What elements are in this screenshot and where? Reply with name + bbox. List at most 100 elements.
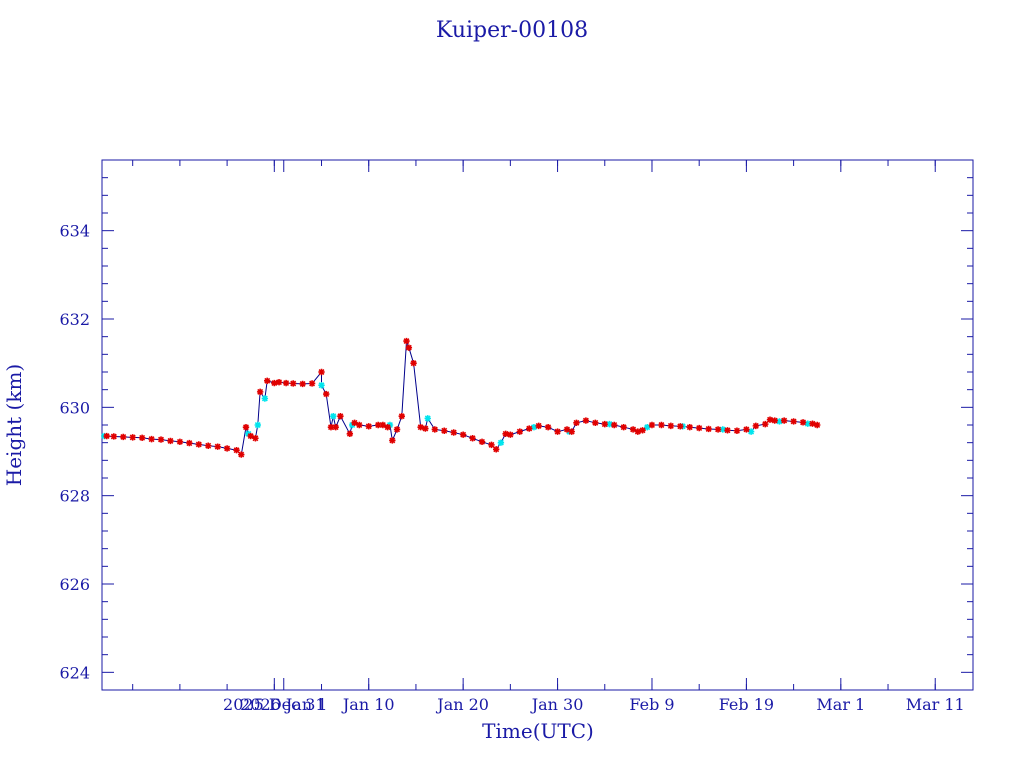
red-star-point [186, 439, 193, 447]
red-markers [103, 337, 821, 458]
x-tick-label: Mar 11 [906, 695, 965, 714]
red-star-point [677, 423, 684, 430]
red-star-point [110, 433, 118, 440]
red-star-point [247, 432, 254, 440]
cyan-star-point [497, 439, 505, 446]
red-star-point [535, 422, 542, 430]
red-star-point [441, 427, 448, 434]
cyan-star-point [261, 395, 269, 402]
red-star-point [469, 435, 476, 442]
red-star-point [351, 419, 358, 426]
red-star-point [393, 426, 401, 433]
red-star-point [695, 424, 703, 432]
red-star-point [417, 424, 424, 431]
red-star-point [157, 436, 165, 443]
red-star-point [762, 420, 769, 428]
red-star-point [120, 433, 127, 441]
x-tick-label: 2025 Dec 31 [223, 695, 326, 714]
red-star-point [129, 434, 136, 441]
red-star-point [256, 388, 264, 396]
red-star-point [195, 441, 202, 448]
red-star-point [814, 421, 821, 429]
red-star-point [492, 446, 500, 453]
red-star-point [299, 380, 306, 388]
red-star-point [379, 421, 387, 429]
y-tick-label: 626 [59, 575, 90, 594]
y-tick-label: 630 [59, 398, 90, 417]
red-star-point [620, 424, 627, 431]
x-axis-label: Time(UTC) [482, 719, 594, 743]
cyan-star-point [644, 424, 651, 431]
cyan-star-point [719, 426, 726, 433]
red-star-point [766, 416, 774, 423]
red-star-point [771, 417, 778, 424]
red-star-point [648, 421, 656, 429]
red-star-point [323, 390, 330, 398]
red-star-point [337, 412, 344, 420]
x-tick-label: Feb 19 [719, 695, 774, 714]
red-star-point [176, 438, 184, 445]
red-star-point [780, 417, 788, 424]
red-star-point [389, 437, 396, 444]
red-star-point [167, 437, 174, 445]
y-tick-label: 628 [59, 487, 90, 506]
red-star-point [634, 428, 642, 435]
red-star-point [233, 446, 240, 454]
red-star-point [398, 412, 405, 420]
red-star-point [308, 380, 316, 387]
red-star-point [223, 445, 231, 452]
red-star-point [799, 419, 807, 426]
red-star-point [705, 425, 712, 433]
x-tick-label: Jan 30 [530, 695, 584, 714]
red-star-point [686, 424, 693, 431]
red-star-point [582, 417, 590, 424]
series-line [104, 340, 818, 456]
red-star-point [790, 418, 797, 425]
red-star-point [554, 428, 561, 435]
red-star-point [478, 438, 486, 445]
red-star-point [252, 435, 259, 442]
red-star-point [138, 434, 146, 442]
red-star-point [346, 430, 354, 438]
red-star-point [431, 426, 439, 433]
y-axis-label: Height (km) [2, 364, 26, 486]
red-star-point [639, 427, 646, 434]
red-star-point [405, 344, 413, 351]
cyan-markers [101, 382, 811, 446]
y-tick-label: 632 [59, 310, 90, 329]
y-tick-label: 624 [59, 663, 90, 682]
red-star-point [103, 432, 110, 440]
red-star-point [568, 428, 575, 435]
red-star-point [526, 425, 533, 432]
red-star-point [459, 431, 467, 438]
red-star-point [148, 435, 155, 443]
cyan-star-point [318, 382, 325, 389]
red-star-point [282, 379, 290, 387]
red-star-point [410, 359, 417, 367]
red-star-point [563, 426, 571, 433]
cyan-star-point [804, 420, 811, 427]
red-star-point [724, 427, 731, 434]
cyan-star-point [254, 421, 261, 429]
y-tick-label: 634 [59, 222, 90, 241]
red-star-point [544, 424, 552, 431]
red-star-point [611, 421, 618, 429]
red-star-point [374, 421, 382, 429]
red-star-point [629, 426, 637, 433]
cyan-star-point [776, 418, 783, 425]
cyan-star-point [424, 415, 431, 422]
red-star-point [422, 425, 429, 432]
red-star-point [488, 441, 495, 449]
red-star-point [601, 420, 608, 428]
x-tick-label: 2026 Jan 1 [240, 695, 327, 714]
x-tick-label: Feb 9 [629, 695, 674, 714]
red-star-point [275, 378, 283, 386]
x-tick-label: Mar 1 [816, 695, 865, 714]
x-tick-label: Jan 20 [435, 695, 489, 714]
red-star-point [502, 430, 509, 438]
red-star-point [743, 426, 750, 433]
red-star-point [214, 443, 221, 450]
red-star-point [384, 424, 391, 431]
red-star-point [403, 337, 410, 345]
red-star-point [327, 424, 335, 431]
